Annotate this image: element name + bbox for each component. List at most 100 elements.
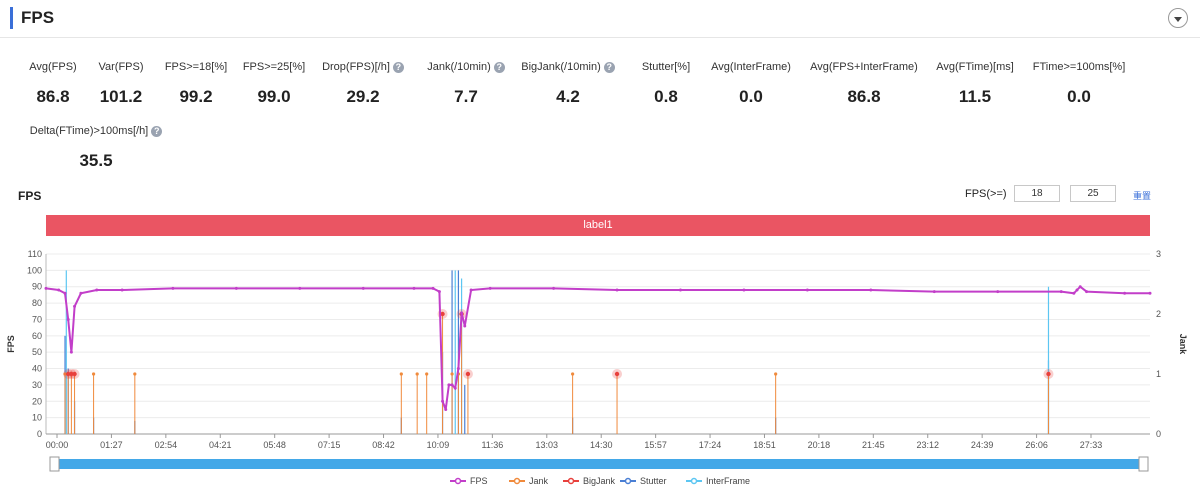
x-tick-label: 13:03 (536, 440, 559, 450)
legend-label: InterFrame (706, 476, 750, 486)
metric-label-text: Jank(/10min) (427, 61, 491, 73)
metric-label: Avg(InterFrame) (671, 60, 831, 74)
legend-marker (454, 477, 462, 485)
fps-point (444, 407, 448, 411)
y2-tick-label: 0 (1156, 429, 1161, 439)
fps-point (463, 324, 467, 328)
metric-label: Jank(/10min)? (386, 60, 546, 74)
metric-label-text: Var(FPS) (98, 61, 144, 73)
metric-value: 7.7 (454, 87, 478, 106)
help-icon[interactable]: ? (392, 61, 404, 73)
fps-point (1123, 291, 1127, 295)
section-header: FPS (10, 7, 54, 29)
metric-value: 86.8 (847, 87, 881, 106)
metric-value: 29.2 (346, 87, 380, 106)
metric-value: 35.5 (79, 151, 113, 170)
help-icon[interactable]: ? (493, 61, 505, 73)
fps-point (460, 311, 464, 315)
legend-label: FPS (470, 476, 488, 486)
jank-point (415, 372, 419, 376)
bigjank-point (69, 371, 74, 377)
fps-point (361, 286, 365, 290)
legend-label: BigJank (583, 476, 616, 486)
legend-item-stutter[interactable]: Stutter (620, 476, 667, 486)
fps-point (1148, 291, 1152, 295)
metric-label: FTime>=100ms[%] (999, 60, 1159, 74)
jank-point (63, 372, 67, 376)
metric-value: 99.2 (179, 87, 213, 106)
metric-label: Avg(FPS+InterFrame) (784, 60, 944, 74)
legend-item-fps[interactable]: FPS (450, 476, 488, 486)
header-divider (0, 37, 1200, 38)
fps-point (298, 286, 302, 290)
section-title: FPS (21, 8, 55, 27)
metric-label-text: Avg(FTime)[ms] (936, 61, 1014, 73)
help-icon[interactable]: ? (151, 125, 163, 137)
y-tick-label: 50 (32, 347, 42, 357)
x-tick-label: 10:09 (427, 440, 450, 450)
x-tick-label: 24:39 (971, 440, 994, 450)
metric-label-text: Avg(InterFrame) (711, 61, 791, 73)
legend-marker (513, 477, 521, 485)
fps-chart[interactable]: 0 10 20 30 40 50 60 70 80 90 100 110 0 1 2 3 FPS Jank 00:0… (0, 240, 1200, 492)
metric-avg-fps: Avg(FPS) 86.8 (0, 60, 133, 107)
fps-point (431, 286, 435, 290)
fps-point (234, 286, 238, 290)
metric-value: 0.8 (654, 87, 678, 106)
fps-point (447, 383, 451, 387)
y-tick-label: 30 (32, 380, 42, 390)
x-tick-label: 21:45 (862, 440, 885, 450)
fps-point (615, 288, 619, 292)
collapse-button[interactable] (1168, 8, 1188, 28)
fps-point (66, 317, 70, 321)
fps-threshold-high-input[interactable] (1070, 185, 1116, 202)
metric-label: FPS>=25[%] (194, 60, 354, 74)
help-icon[interactable]: ? (603, 61, 615, 73)
bigjank-point (614, 371, 620, 377)
metric-label-text: FTime>=100ms[%] (1032, 61, 1126, 73)
metric-label-text: Stutter[%] (641, 61, 691, 73)
fps-point (450, 383, 454, 387)
fps-point (1085, 290, 1089, 294)
fps-point (63, 291, 67, 295)
y2-tick-label: 1 (1156, 369, 1161, 379)
metric-label: Delta(FTime)>100ms[/h]? (16, 124, 176, 138)
zoom-handle-left[interactable] (49, 456, 60, 472)
x-tick-label: 08:42 (372, 440, 395, 450)
fps-point (932, 290, 936, 294)
bigjank-point (66, 371, 71, 377)
y-tick-label: 80 (32, 298, 42, 308)
y2-tick-label: 2 (1156, 309, 1161, 319)
metric-drop-fps-h: Drop(FPS)[/h]? 29.2 (283, 60, 443, 107)
reset-link[interactable]: 重置 (1133, 191, 1152, 201)
legend-item-interframe[interactable]: InterFrame (686, 476, 750, 486)
fps-threshold-low-input[interactable] (1014, 185, 1060, 202)
metric-label: FPS>=18[%] (116, 60, 276, 74)
fps-point (412, 286, 416, 290)
fps-point (69, 350, 73, 354)
metric-label-text: Avg(FPS) (29, 61, 77, 73)
legend-item-bigjank[interactable]: BigJank (563, 476, 616, 486)
x-tick-label: 04:21 (209, 440, 232, 450)
fps-point (1078, 285, 1082, 289)
fps-point (552, 286, 556, 290)
metric-avg-interframe: Avg(InterFrame) 0.0 (671, 60, 831, 107)
fps-point (57, 288, 61, 292)
label-band: label1 (46, 215, 1150, 236)
legend-item-jank[interactable]: Jank (509, 476, 549, 486)
x-tick-label: 01:27 (100, 440, 123, 450)
bigjank-point (1046, 371, 1051, 377)
x-tick-label: 05:48 (263, 440, 286, 450)
metric-label: Stutter[%] (586, 60, 746, 74)
zoom-handle-right[interactable] (1138, 456, 1149, 472)
metric-label: Avg(FPS) (0, 60, 133, 74)
y-axis-label: FPS (6, 335, 16, 353)
zoom-slider-track[interactable] (54, 459, 1140, 469)
fps-point (469, 288, 473, 292)
fps-threshold-label: FPS(>=) (965, 188, 1007, 200)
fps-point (44, 286, 48, 290)
metric-ftime-100ms: FTime>=100ms[%] 0.0 (999, 60, 1159, 107)
y-tick-label: 20 (32, 396, 42, 406)
metric-value: 86.8 (36, 87, 70, 106)
metric-value: 0.0 (739, 87, 763, 106)
